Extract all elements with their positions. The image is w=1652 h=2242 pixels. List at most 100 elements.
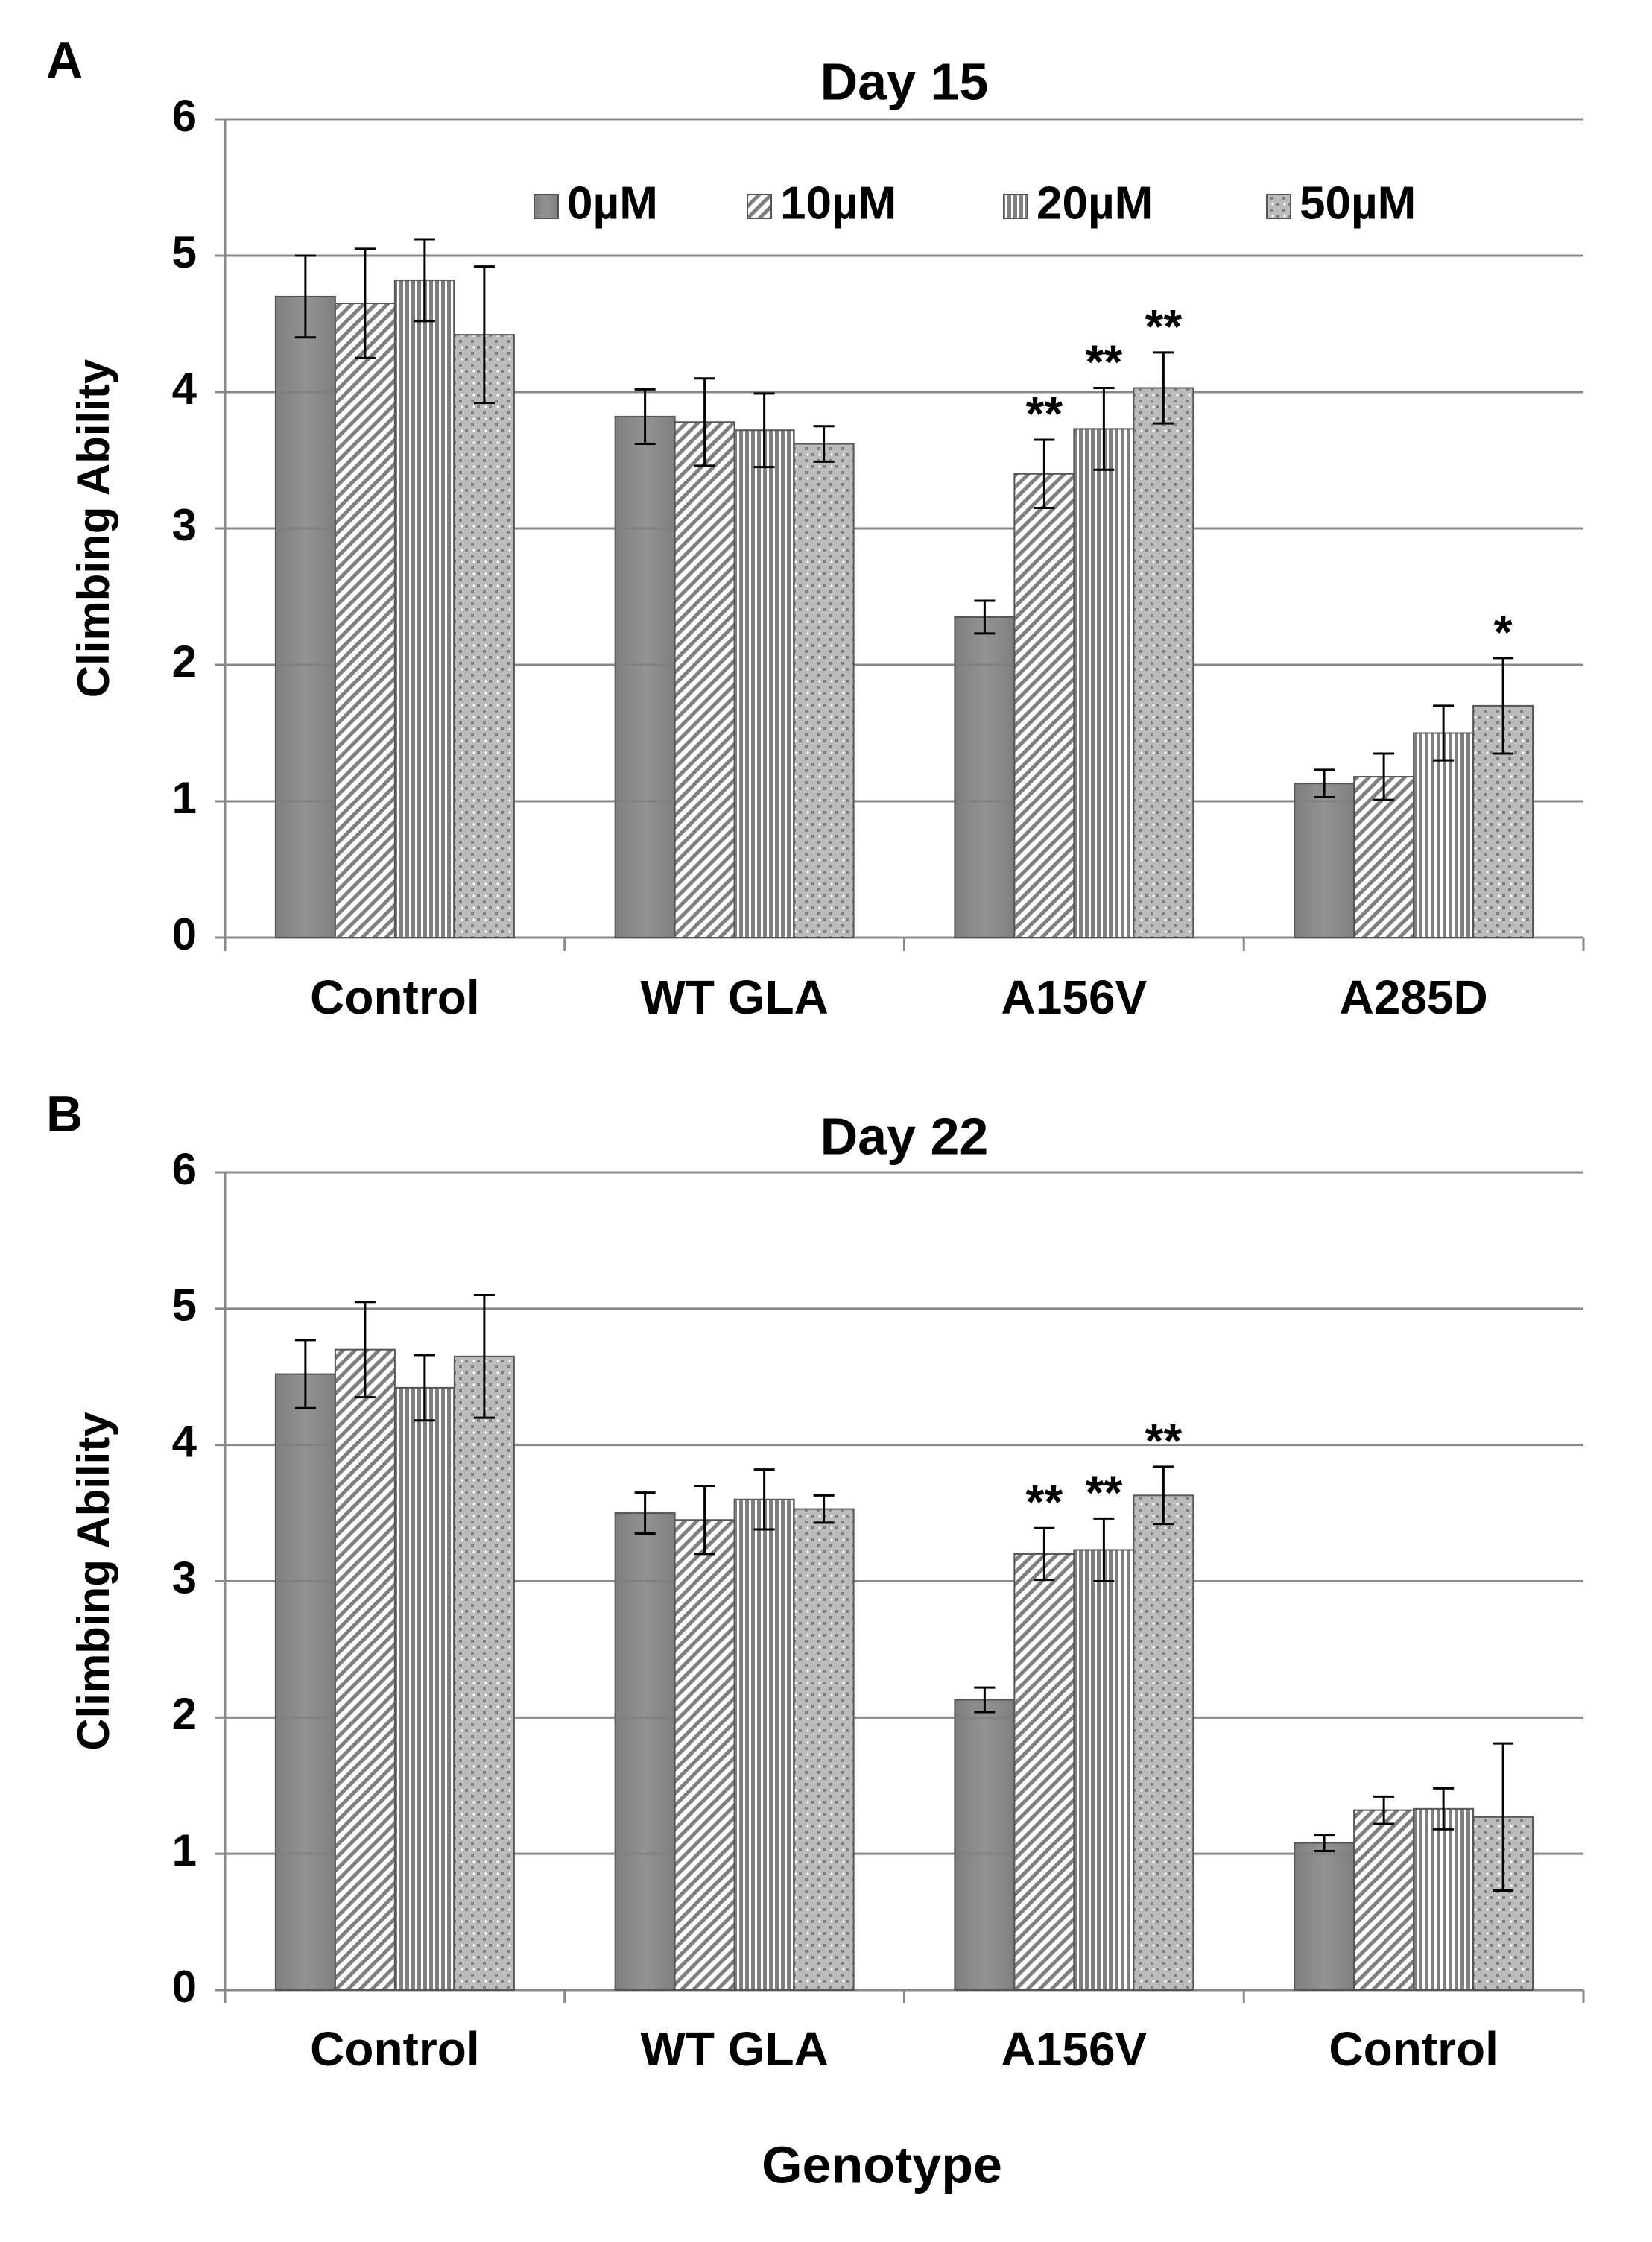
- error-bar: [1373, 1795, 1395, 1825]
- chart-title: Day 22: [820, 1107, 989, 1165]
- significance-label: **: [1085, 1465, 1122, 1519]
- error-bar: [1314, 768, 1335, 799]
- y-tick-label: 6: [172, 91, 197, 141]
- error-bar: [634, 1491, 656, 1535]
- bar: [1294, 1842, 1355, 1992]
- error-bar: [1314, 1834, 1335, 1853]
- bar: [334, 303, 396, 938]
- error-bar: [694, 1485, 715, 1556]
- error-bar: [1493, 1742, 1514, 1892]
- legend-label: 10µM: [780, 177, 896, 229]
- bar: [733, 1498, 795, 1992]
- error-bar: [473, 265, 495, 405]
- error-bar: [1153, 1465, 1174, 1526]
- bar: [1472, 704, 1534, 939]
- y-tick-label: 6: [172, 1144, 197, 1194]
- y-tick-label: 2: [172, 1689, 197, 1739]
- y-tick-label: 2: [172, 637, 197, 686]
- y-tick-label: 1: [172, 1825, 197, 1875]
- error-bar: [1034, 438, 1055, 510]
- error-bar: [473, 1294, 495, 1419]
- bar: [1073, 1549, 1135, 1991]
- significance-label: *: [1494, 605, 1513, 659]
- bar: [614, 415, 676, 938]
- bar: [1073, 428, 1135, 938]
- bar: [1294, 783, 1355, 938]
- legend-label: 0µM: [567, 177, 658, 229]
- error-bar: [1093, 1517, 1115, 1582]
- bar: [793, 443, 855, 938]
- significance-label: **: [1025, 387, 1063, 440]
- error-bar: [753, 1468, 775, 1531]
- x-tick-label: Control: [310, 2022, 480, 2076]
- y-tick-label: 1: [172, 773, 197, 823]
- bar: [1472, 1816, 1534, 1992]
- bar: [453, 1355, 515, 1991]
- bar: [954, 1699, 1016, 1991]
- y-tick-label: 0: [172, 1962, 197, 2012]
- bar: [274, 1373, 336, 1992]
- panel-label: B: [46, 1086, 83, 1143]
- bar: [614, 1512, 676, 1992]
- error-bar: [294, 254, 316, 339]
- error-bar: [813, 1494, 835, 1524]
- x-tick-label: WT GLA: [640, 2022, 828, 2076]
- y-tick-label: 4: [172, 364, 197, 414]
- bar: [1133, 1494, 1194, 1991]
- legend-label: 20µM: [1037, 177, 1153, 229]
- bar: [1413, 1807, 1475, 1992]
- legend-swatch: [1003, 194, 1028, 219]
- error-bar: [354, 1301, 376, 1399]
- bar: [393, 1386, 455, 1992]
- x-tick-label: A156V: [1001, 970, 1148, 1024]
- error-bar: [1433, 704, 1455, 762]
- bar: [334, 1348, 396, 1991]
- bar: [393, 279, 455, 938]
- error-bar: [1373, 752, 1395, 801]
- y-axis-label: Climbing Ability: [69, 359, 118, 698]
- legend-swatch: [1266, 194, 1291, 219]
- legend-label: 50µM: [1300, 177, 1416, 229]
- error-bar: [414, 1354, 435, 1422]
- bar: [274, 295, 336, 938]
- error-bar: [753, 392, 775, 469]
- significance-label: **: [1025, 1475, 1063, 1529]
- x-tick-label: A156V: [1001, 2022, 1148, 2076]
- error-bar: [354, 247, 376, 359]
- significance-label: **: [1085, 335, 1122, 388]
- legend-swatch: [534, 194, 559, 219]
- error-bar: [414, 238, 435, 323]
- bar: [1353, 1809, 1415, 1991]
- x-tick-label: Control: [310, 970, 480, 1024]
- significance-label: **: [1145, 1414, 1182, 1468]
- error-bar: [634, 388, 656, 446]
- y-tick-label: 5: [172, 227, 197, 277]
- error-bar: [1153, 351, 1174, 425]
- error-bar: [294, 1339, 316, 1409]
- error-bar: [974, 1686, 996, 1714]
- bar: [954, 616, 1016, 938]
- significance-label: **: [1145, 300, 1182, 353]
- x-tick-label: A285D: [1340, 970, 1488, 1024]
- y-tick-label: 0: [172, 909, 197, 959]
- bar: [1133, 387, 1194, 938]
- error-bar: [1034, 1526, 1055, 1582]
- y-tick-label: 4: [172, 1417, 197, 1467]
- y-tick-label: 3: [172, 1553, 197, 1602]
- y-tick-label: 3: [172, 500, 197, 550]
- error-bar: [1493, 657, 1514, 755]
- x-tick-label: Control: [1329, 2022, 1498, 2076]
- bar: [1013, 1553, 1075, 1991]
- bar: [1413, 732, 1475, 938]
- bar: [733, 429, 795, 938]
- x-tick-label: WT GLA: [640, 970, 828, 1024]
- error-bar: [694, 377, 715, 467]
- panel-label: A: [46, 32, 83, 89]
- y-axis-label: Climbing Ability: [69, 1412, 118, 1751]
- bar: [1353, 776, 1415, 939]
- bar: [793, 1508, 855, 1992]
- bar: [674, 1519, 735, 1991]
- legend-swatch: [747, 194, 772, 219]
- chart-title: Day 15: [820, 52, 989, 110]
